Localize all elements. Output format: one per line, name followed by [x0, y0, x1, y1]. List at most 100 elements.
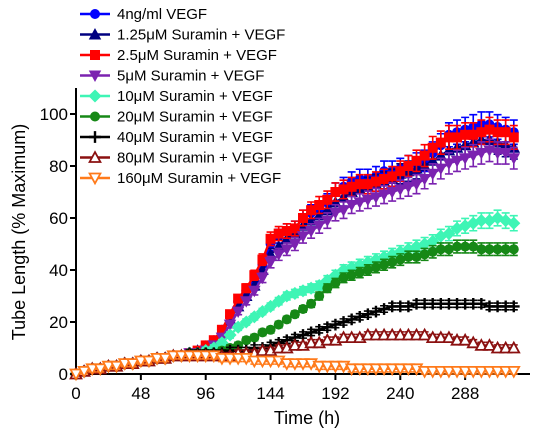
data-point	[321, 321, 334, 334]
data-point	[466, 365, 481, 379]
x-tick-label: 96	[196, 384, 215, 403]
axes: 0 48 96 144 192 240 288 0 20 40 60 80 100	[40, 88, 530, 403]
data-point	[312, 360, 327, 374]
data-point	[466, 335, 481, 349]
legend-label: 5μM Suramin + VEGF	[117, 68, 264, 85]
data-point	[482, 338, 497, 351]
x-tick-label: 192	[321, 384, 349, 403]
data-point	[508, 244, 519, 255]
data-point	[369, 192, 383, 204]
data-point	[353, 310, 366, 323]
data-point	[458, 153, 472, 165]
data-point	[435, 137, 446, 148]
data-point	[474, 365, 489, 379]
data-point	[377, 189, 391, 202]
data-point	[322, 283, 333, 294]
data-point	[427, 142, 438, 153]
data-point	[93, 363, 108, 377]
data-point	[306, 298, 317, 309]
legend-label: 10μM Suramin + VEGF	[117, 88, 273, 105]
data-point	[395, 166, 406, 177]
data-point	[279, 358, 294, 371]
data-point	[393, 327, 408, 341]
legend: 4ng/ml VEGF 1.25μM Suramin + VEGF 2.5μM Su…	[80, 6, 285, 187]
data-point	[353, 197, 366, 209]
data-point	[329, 207, 342, 220]
data-point	[433, 330, 448, 344]
data-point	[142, 355, 156, 369]
data-point	[231, 352, 246, 366]
data-point	[296, 231, 310, 243]
data-point	[255, 305, 270, 319]
legend-item: 40μM Suramin + VEGF	[80, 129, 273, 146]
data-point	[272, 249, 285, 261]
data-point	[467, 150, 480, 163]
data-point	[336, 330, 351, 344]
data-point	[174, 350, 189, 364]
data-point	[321, 215, 334, 228]
data-point	[265, 233, 276, 244]
data-point	[223, 319, 237, 332]
legend-marker	[90, 9, 100, 19]
y-tick-label: 80	[49, 157, 68, 176]
data-point	[273, 319, 284, 330]
legend-item: 160μM Suramin + VEGF	[80, 170, 281, 187]
data-point	[491, 148, 504, 160]
series-layer	[69, 111, 521, 382]
data-point	[231, 320, 245, 334]
data-point	[239, 315, 253, 329]
legend-marker	[88, 172, 102, 186]
data-point	[337, 316, 350, 328]
data-point	[255, 355, 270, 369]
data-point	[289, 309, 300, 320]
data-point	[320, 332, 335, 346]
y-tick-label: 20	[49, 313, 68, 332]
data-point	[370, 305, 382, 318]
data-point	[313, 323, 326, 336]
series-9	[69, 350, 521, 382]
data-point	[223, 328, 237, 342]
data-point	[377, 363, 391, 377]
data-point	[150, 352, 164, 366]
data-point	[287, 338, 302, 351]
legend-item: 80μM Suramin + VEGF	[80, 150, 273, 167]
data-point	[281, 314, 292, 325]
data-point	[264, 299, 278, 313]
y-tick-label: 0	[59, 365, 68, 384]
data-point	[500, 127, 511, 138]
data-point	[158, 352, 173, 366]
data-point	[240, 296, 253, 308]
y-tick-label: 100	[40, 105, 68, 124]
data-point	[271, 340, 286, 354]
data-point	[241, 283, 252, 294]
data-point	[418, 174, 431, 186]
legend-item: 20μM Suramin + VEGF	[80, 109, 273, 126]
x-tick-label: 240	[386, 384, 414, 403]
data-point	[385, 363, 400, 377]
data-point	[272, 294, 286, 308]
data-point	[426, 168, 439, 181]
legend-marker	[88, 150, 102, 163]
data-point	[361, 194, 375, 207]
data-point	[482, 365, 497, 379]
data-point	[69, 368, 83, 382]
data-point	[263, 355, 278, 369]
data-point	[344, 363, 359, 377]
legend-label: 160μM Suramin + VEGF	[117, 170, 281, 187]
data-point	[328, 360, 343, 374]
legend-label: 4ng/ml VEGF	[117, 6, 207, 23]
data-point	[425, 365, 440, 379]
data-point	[231, 306, 245, 319]
data-point	[409, 327, 424, 341]
data-point	[182, 350, 197, 364]
data-point	[264, 257, 277, 269]
data-point	[450, 155, 464, 168]
data-point	[507, 300, 520, 313]
legend-item: 4ng/ml VEGF	[80, 6, 207, 23]
data-point	[506, 365, 521, 379]
data-point	[352, 363, 367, 377]
data-point	[320, 360, 335, 374]
data-point	[377, 327, 391, 341]
data-point	[498, 365, 513, 379]
